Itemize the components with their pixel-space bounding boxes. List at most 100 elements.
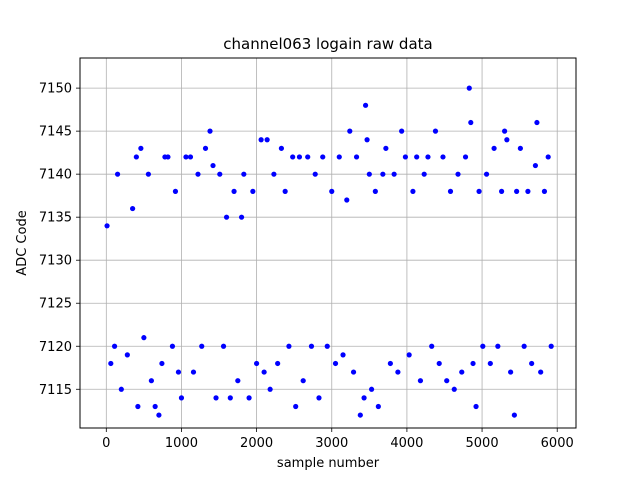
- data-point: [241, 171, 247, 177]
- data-point: [293, 403, 299, 410]
- data-point: [364, 137, 370, 143]
- data-point: [267, 386, 273, 392]
- data-point: [290, 154, 296, 160]
- data-point: [534, 119, 540, 126]
- data-point: [152, 403, 158, 410]
- data-point: [114, 171, 121, 177]
- data-point: [417, 378, 424, 384]
- data-point: [545, 154, 551, 160]
- data-point: [353, 154, 360, 160]
- data-point: [156, 412, 162, 418]
- y-tick-label: 7135: [39, 211, 72, 226]
- data-point: [195, 171, 201, 177]
- data-point: [514, 188, 520, 194]
- data-point: [169, 343, 176, 349]
- plot-frame: [79, 57, 577, 429]
- data-point: [108, 360, 114, 367]
- data-point: [207, 128, 213, 134]
- data-point: [133, 154, 139, 160]
- data-point: [425, 154, 431, 160]
- data-point: [336, 154, 342, 160]
- data-point: [220, 343, 227, 349]
- data-point: [165, 154, 171, 160]
- x-tick-label: 2000: [240, 436, 273, 451]
- data-point: [148, 378, 154, 384]
- data-point: [258, 137, 264, 143]
- data-point: [231, 188, 237, 194]
- x-tick-label: 4000: [390, 436, 423, 451]
- data-point: [138, 145, 144, 151]
- data-point: [470, 360, 476, 367]
- data-points: [104, 85, 554, 418]
- data-point: [383, 145, 389, 151]
- data-point: [344, 197, 350, 203]
- data-point: [316, 395, 322, 401]
- data-point: [525, 188, 531, 194]
- data-point: [380, 171, 386, 177]
- x-axis-ticks: 0 1000 2000 3000 4000 5000 6000: [102, 428, 574, 451]
- data-point: [130, 205, 136, 212]
- y-tick-label: 7120: [39, 340, 72, 355]
- data-point: [254, 360, 260, 367]
- data-point: [141, 335, 147, 341]
- y-tick-label: 7150: [39, 82, 72, 97]
- data-point: [391, 171, 397, 177]
- data-point: [275, 360, 281, 367]
- data-point: [202, 145, 209, 151]
- data-point: [312, 171, 318, 177]
- y-axis-ticks: 7115 7120 7125 7130 7135 7140 7145 7150: [39, 82, 80, 398]
- data-point: [235, 378, 241, 384]
- data-point: [399, 128, 405, 134]
- data-point: [440, 154, 446, 160]
- data-point: [429, 343, 435, 349]
- y-tick-label: 7140: [39, 168, 72, 183]
- data-point: [199, 343, 205, 349]
- data-point: [300, 378, 306, 384]
- data-point: [178, 395, 185, 401]
- data-point: [366, 171, 372, 177]
- data-point: [395, 369, 401, 375]
- data-point: [402, 154, 409, 160]
- data-point: [261, 369, 267, 375]
- data-point: [451, 386, 457, 392]
- chart-title: channel063 logain raw data: [223, 35, 432, 53]
- data-point: [541, 188, 548, 194]
- data-point: [145, 171, 151, 177]
- data-point: [375, 403, 381, 410]
- data-point: [246, 395, 252, 401]
- data-point: [444, 378, 450, 384]
- data-point: [508, 369, 514, 375]
- data-point: [350, 369, 357, 375]
- grid-lines: [80, 58, 576, 428]
- data-point: [278, 145, 285, 151]
- data-point: [421, 171, 427, 177]
- data-point: [324, 343, 330, 349]
- data-point: [159, 360, 165, 367]
- data-point: [172, 188, 179, 194]
- data-point: [483, 171, 490, 177]
- data-point: [183, 154, 189, 160]
- data-point: [504, 137, 510, 143]
- data-point: [213, 395, 219, 401]
- data-point: [414, 154, 420, 160]
- data-point: [368, 386, 375, 392]
- data-point: [476, 188, 482, 194]
- data-point: [491, 145, 497, 151]
- data-point: [357, 412, 363, 418]
- data-point: [286, 343, 292, 349]
- data-point: [436, 360, 442, 367]
- data-point: [118, 386, 124, 392]
- y-tick-label: 7130: [39, 254, 72, 269]
- data-point: [466, 85, 472, 91]
- data-point: [459, 369, 465, 375]
- data-point: [296, 154, 303, 160]
- x-tick-label: 0: [102, 436, 110, 451]
- x-tick-label: 5000: [466, 436, 499, 451]
- x-axis-label: sample number: [277, 456, 380, 471]
- data-point: [447, 188, 454, 194]
- data-point: [104, 223, 110, 229]
- data-point: [410, 188, 416, 194]
- data-point: [282, 188, 288, 194]
- data-point: [264, 137, 270, 143]
